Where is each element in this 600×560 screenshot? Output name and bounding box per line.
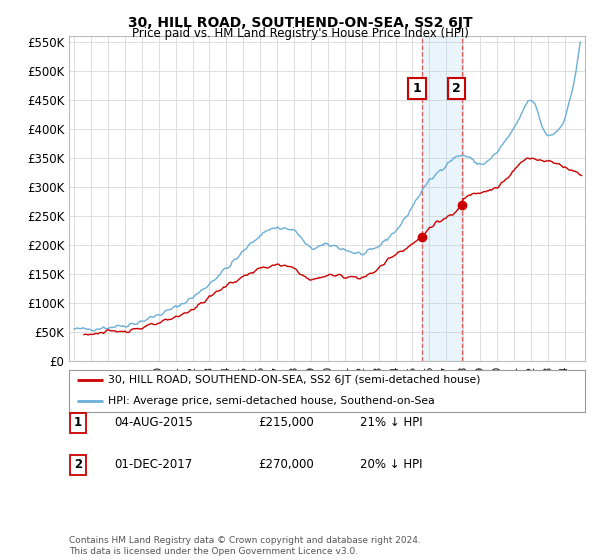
Text: 1: 1 [413, 82, 422, 95]
Text: 01-DEC-2017: 01-DEC-2017 [114, 458, 192, 472]
Text: £270,000: £270,000 [258, 458, 314, 472]
Text: Contains HM Land Registry data © Crown copyright and database right 2024.
This d: Contains HM Land Registry data © Crown c… [69, 536, 421, 556]
Text: £215,000: £215,000 [258, 416, 314, 430]
Text: Price paid vs. HM Land Registry's House Price Index (HPI): Price paid vs. HM Land Registry's House … [131, 27, 469, 40]
Bar [422, 36, 462, 361]
Text: HPI: Average price, semi-detached house, Southend-on-Sea: HPI: Average price, semi-detached house,… [108, 396, 434, 406]
Text: 30, HILL ROAD, SOUTHEND-ON-SEA, SS2 6JT (semi-detached house): 30, HILL ROAD, SOUTHEND-ON-SEA, SS2 6JT … [108, 375, 480, 385]
Text: 20% ↓ HPI: 20% ↓ HPI [360, 458, 422, 472]
Text: 04-AUG-2015: 04-AUG-2015 [114, 416, 193, 430]
Text: 2: 2 [452, 82, 461, 95]
Text: 30, HILL ROAD, SOUTHEND-ON-SEA, SS2 6JT: 30, HILL ROAD, SOUTHEND-ON-SEA, SS2 6JT [128, 16, 472, 30]
Text: 21% ↓ HPI: 21% ↓ HPI [360, 416, 422, 430]
Text: 2: 2 [74, 458, 82, 472]
Text: 1: 1 [74, 416, 82, 430]
